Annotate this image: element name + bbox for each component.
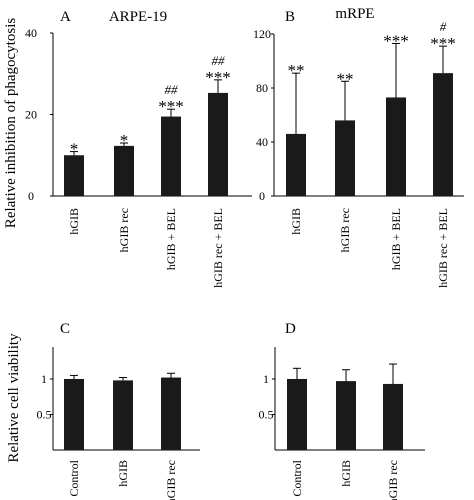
panel-a-bar [64, 155, 84, 196]
panel-b-bar [386, 97, 406, 196]
panel-b-significance-marker: *** [383, 31, 409, 50]
panel-b-category-label: hGIB rec + BEL [436, 208, 450, 288]
panel-a-title: ARPE-19 [109, 9, 167, 25]
panel-a-category-label: hGIB rec + BEL [211, 208, 225, 288]
panel-b-significance-marker: # [440, 19, 447, 34]
panel-c-bar [161, 377, 181, 450]
panel-a-y-tick-label: 0 [28, 189, 34, 203]
panel-a-significance-marker: ## [212, 53, 226, 68]
y-axis-label-bottom: Relative cell viability [6, 333, 22, 463]
panel-a-significance-marker: *** [205, 68, 231, 87]
panel-a-category-label: hGIB + BEL [164, 208, 178, 270]
panel-d-letter: D [285, 321, 296, 337]
panel-b-y-tick-label: 40 [256, 135, 268, 149]
panel-b-y-tick-label: 80 [256, 81, 268, 95]
panel-d-bar [383, 383, 403, 450]
panel-c-bar [64, 378, 84, 450]
panel-d-y-tick-label: 0.5 [259, 407, 274, 421]
panel-d-category-label: Control [290, 459, 304, 496]
panel-a-significance-marker: ## [165, 82, 179, 97]
panel-b-category-label: hGIB + BEL [389, 208, 403, 270]
panel-c-letter: C [60, 321, 70, 337]
panel-d-bar [287, 378, 307, 450]
panel-c-y-tick-label: 1 [41, 372, 47, 386]
panel-a-y-tick-label: 40 [25, 26, 37, 40]
panel-c-category-label: hGIB [116, 460, 130, 487]
panel-d-bar [336, 381, 356, 450]
panel-a-y-tick-label: 20 [25, 108, 37, 122]
panel-d-y-tick-label: 1 [263, 372, 269, 386]
panel-c-y-tick-label: 0.5 [37, 407, 52, 421]
panel-b-title: mRPE [335, 6, 374, 22]
panel-b-category-label: hGIB rec [338, 208, 352, 252]
panel-a-category-label: hGIB rec [117, 208, 131, 252]
panel-b-y-tick-label: 0 [259, 189, 265, 203]
panel-b-significance-marker: ** [337, 69, 354, 88]
panel-b-category-label: hGIB [289, 208, 303, 235]
panel-b-significance-marker: ** [288, 61, 305, 80]
panel-a-bar [161, 116, 181, 196]
panel-c-bar [113, 380, 133, 450]
panel-d-category-label: hGIB [339, 460, 353, 487]
panel-c-category-label: Control [67, 459, 81, 496]
panel-a-significance-marker: * [120, 131, 129, 150]
panel-a-category-label: hGIB [67, 208, 81, 235]
panel-d-category-label: hGIB rec [386, 460, 400, 500]
panel-b-bar [286, 133, 306, 196]
panel-b-significance-marker: *** [430, 34, 456, 53]
panel-a-significance-marker: *** [158, 97, 184, 116]
panel-a-bar [114, 145, 134, 196]
panel-b-bar [433, 73, 453, 196]
panel-c-category-label: hGIB rec [164, 460, 178, 500]
panel-b-bar [335, 120, 355, 196]
panel-b-letter: B [285, 9, 295, 25]
panel-b-y-tick-label: 120 [253, 27, 271, 41]
panel-a-letter: A [60, 9, 71, 25]
y-axis-label-top: Relative inhibition of phagocytosis [3, 18, 19, 229]
panel-a-significance-marker: * [70, 140, 79, 159]
panel-a-bar [208, 92, 228, 196]
